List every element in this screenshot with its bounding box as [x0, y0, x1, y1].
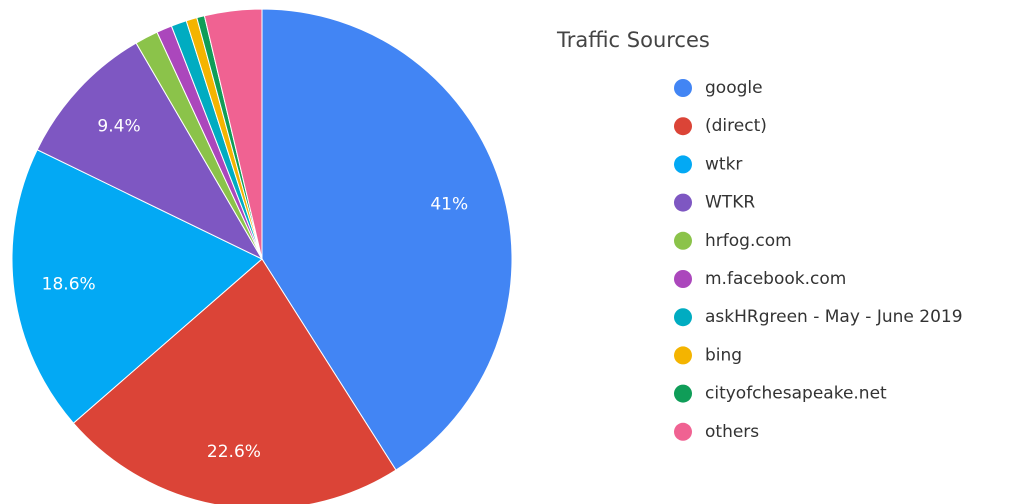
legend-swatch	[674, 308, 692, 327]
legend-swatch	[674, 117, 692, 136]
legend-label: hrfog.com	[705, 231, 792, 251]
pie-slice	[261, 8, 513, 471]
legend-label: askHRgreen - May - June 2019	[705, 307, 963, 327]
pie-slice	[11, 149, 263, 424]
legend-swatch	[674, 270, 692, 288]
legend-label: cityofchesapeake.net	[705, 384, 887, 404]
legend-label: bing	[705, 345, 742, 365]
legend-swatch	[674, 155, 692, 174]
legend-label: WTKR	[705, 193, 755, 213]
legend-swatch	[674, 193, 692, 212]
slice-label: 18.6%	[42, 275, 96, 295]
slice-label: 22.6%	[207, 442, 261, 462]
legend-label: google	[705, 78, 763, 98]
legend-swatch	[674, 422, 692, 441]
slice-label: 9.4%	[97, 116, 140, 136]
pie-slice	[72, 258, 397, 504]
legend-label: (direct)	[705, 116, 767, 136]
pie-slice	[203, 8, 263, 260]
legend-swatch	[674, 346, 692, 365]
legend-swatch	[674, 384, 692, 403]
chart-title: Traffic Sources	[556, 28, 710, 52]
legend-label: others	[705, 422, 759, 442]
legend-label: wtkr	[705, 154, 742, 174]
slice-label: 41%	[430, 195, 468, 215]
legend-swatch	[674, 79, 692, 97]
legend-label: m.facebook.com	[705, 269, 846, 289]
pie-slice	[36, 42, 264, 261]
legend-swatch	[674, 231, 692, 250]
